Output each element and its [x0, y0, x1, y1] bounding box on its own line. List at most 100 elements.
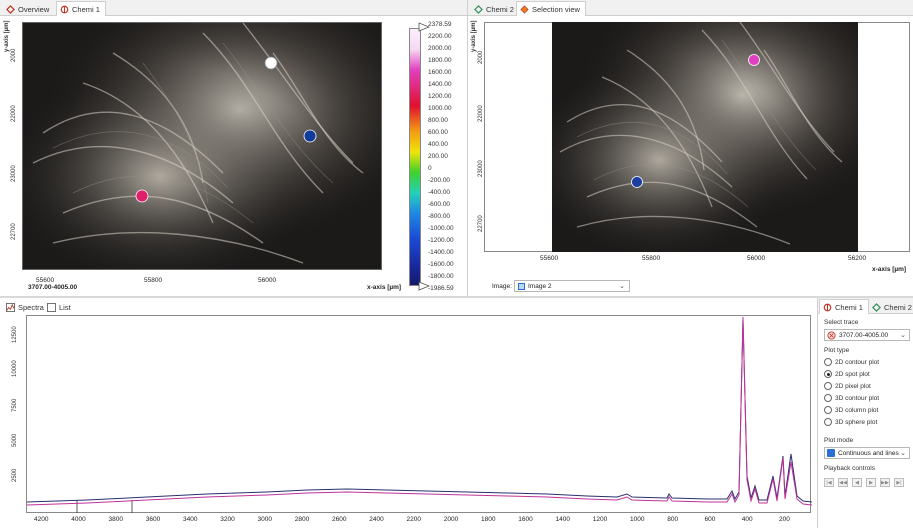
plot-type-2d-pixel[interactable]: 2D pixel plot — [824, 382, 871, 390]
spectra-x-tick: 3000 — [257, 516, 272, 523]
playback-first-button[interactable]: |◀ — [824, 478, 834, 487]
right-y-tick-4: 22700 — [478, 215, 484, 232]
spectra-plot[interactable] — [26, 315, 812, 513]
spectrum-trace-1[interactable] — [27, 318, 812, 503]
spectra-x-tick: 1000 — [630, 516, 645, 523]
plot-mode-icon — [827, 449, 835, 457]
plot-type-3d-column[interactable]: 3D column plot — [824, 406, 878, 414]
colorbar-top-arrow-icon[interactable] — [418, 22, 430, 32]
spectra-x-tick: 600 — [704, 516, 716, 523]
spectra-x-tick: 1200 — [592, 516, 608, 523]
colorbar-label: -1600.00 — [428, 261, 454, 268]
right-x-tick-2: 55800 — [642, 255, 661, 262]
colorbar-label: 1200.00 — [428, 93, 452, 100]
left-tabbar — [0, 0, 467, 16]
chemi-icon — [60, 5, 69, 13]
colorbar-label: -400.00 — [428, 189, 451, 196]
colorbar-label: -1400.00 — [428, 249, 454, 256]
right-marker-2[interactable] — [631, 176, 643, 188]
tab-spectra-label: Spectra — [18, 302, 44, 312]
spectra-icon — [6, 302, 15, 312]
chevron-down-icon: ⌄ — [900, 450, 906, 457]
radio-icon — [824, 418, 832, 426]
chemi2-icon — [872, 302, 881, 312]
tab-spectra[interactable]: Spectra — [2, 299, 50, 314]
tab-list[interactable]: List — [43, 299, 77, 314]
chemi2-icon — [474, 4, 483, 14]
left-image-plot[interactable] — [22, 22, 382, 270]
image-selector-label: Image: — [492, 283, 512, 290]
sidebar-tab-chemi-2-label: Chemi 2 — [884, 302, 912, 312]
playback-rewind-button[interactable]: ◀◀ — [838, 478, 848, 487]
left-panel-border — [467, 0, 468, 296]
spectra-x-tick: 1400 — [555, 516, 570, 523]
plot-type-label-6: 3D sphere plot — [835, 418, 878, 426]
left-y-tick-2: 22000 — [11, 105, 17, 122]
spectra-x-tick: 200 — [779, 516, 790, 523]
colorbar-label: 2200.00 — [428, 33, 452, 40]
spectra-x-tick: 4200 — [34, 516, 49, 523]
right-y-tick-1: 2000 — [478, 50, 484, 64]
tab-overview[interactable]: Overview — [2, 1, 55, 16]
colorbar-label: -1986.59 — [428, 285, 454, 292]
tab-overview-label: Overview — [18, 4, 50, 14]
left-y-tick-4: 22700 — [11, 223, 17, 240]
right-marker-1[interactable] — [748, 54, 760, 66]
sidebar-tab-chemi-1-label: Chemi 1 — [835, 302, 863, 312]
playback-back-button[interactable]: ◀ — [852, 478, 862, 487]
plot-mode-value: Continuous and lines — [838, 449, 899, 457]
sidebar-tab-chemi-2[interactable]: Chemi 2 — [868, 299, 913, 314]
spectra-x-tick: 4000 — [71, 516, 86, 523]
plot-mode-dropdown[interactable]: Continuous and lines ⌄ — [824, 447, 910, 459]
plot-type-2d-contour[interactable]: 2D contour plot — [824, 358, 879, 366]
colorbar-label: 1000.00 — [428, 105, 452, 112]
plot-type-label: Plot type — [824, 347, 850, 354]
colorbar-label: 1400.00 — [428, 81, 452, 88]
tab-chemi-1[interactable]: Chemi 1 — [56, 1, 106, 16]
left-y-tick-1: 2000 — [11, 48, 17, 62]
plot-type-2d-spot[interactable]: 2D spot plot — [824, 370, 870, 378]
playback-forward-button[interactable]: ▶▶ — [880, 478, 890, 487]
colorbar-label: -200.00 — [428, 177, 451, 184]
plot-type-label-5: 3D column plot — [835, 406, 879, 414]
chevron-down-icon: ⌄ — [900, 332, 906, 339]
left-marker-2[interactable] — [303, 129, 317, 143]
colorbar-label: 1600.00 — [428, 69, 452, 76]
playback-play-button[interactable]: ▶ — [866, 478, 876, 487]
colorbar-label: 0 — [428, 165, 432, 172]
radio-selected-icon — [824, 370, 832, 378]
plot-type-label-2: 2D spot plot — [835, 370, 870, 378]
spectrum-trace-2[interactable] — [27, 316, 812, 506]
plot-type-3d-contour[interactable]: 3D contour plot — [824, 394, 879, 402]
panel-separator — [0, 296, 913, 298]
colorbar-bottom-arrow-icon[interactable] — [418, 281, 430, 291]
plot-type-label-4: 3D contour plot — [835, 394, 880, 402]
left-marker-1[interactable] — [264, 56, 278, 70]
plot-type-3d-sphere[interactable]: 3D sphere plot — [824, 418, 877, 426]
left-x-ticks: 55600 55800 56000 — [22, 270, 382, 288]
selection-icon — [520, 4, 529, 14]
tab-chemi-2[interactable]: Chemi 2 — [470, 1, 520, 16]
image-selector-dropdown[interactable]: Image 2 ⌄ — [514, 280, 630, 292]
right-y-tick-2: 22000 — [478, 105, 484, 122]
select-trace-dropdown[interactable]: 3707.00-4005.00 ⌄ — [824, 329, 910, 341]
left-marker-3[interactable] — [135, 189, 149, 203]
colorbar-label: 1800.00 — [428, 57, 452, 64]
colorbar-label: 2000.00 — [428, 45, 452, 52]
select-trace-value: 3707.00-4005.00 — [839, 331, 889, 339]
spectra-y-tick-2: 10000 — [12, 360, 18, 377]
right-x-ticks: 55600 55800 56000 56200 — [484, 252, 910, 266]
colorbar-label: -800.00 — [428, 213, 451, 220]
spectra-y-tick-5: 2500 — [12, 468, 18, 482]
playback-last-button[interactable]: ▶| — [894, 478, 904, 487]
sidebar-tab-chemi-1[interactable]: Chemi 1 — [819, 299, 869, 314]
spectra-x-tick: 2200 — [406, 516, 421, 523]
spectra-x-tick: 1600 — [518, 516, 533, 523]
list-icon — [47, 302, 56, 312]
right-image-plot[interactable] — [552, 22, 858, 252]
plot-mode-label: Plot mode — [824, 437, 854, 444]
spectra-x-ticks: 4200 4000 3800 3600 3400 3200 3000 2800 2600 2400… — [26, 514, 811, 526]
plot-type-label-3: 2D pixel plot — [835, 382, 871, 390]
colorbar[interactable] — [409, 28, 421, 286]
tab-selection-view[interactable]: Selection view — [516, 1, 586, 16]
